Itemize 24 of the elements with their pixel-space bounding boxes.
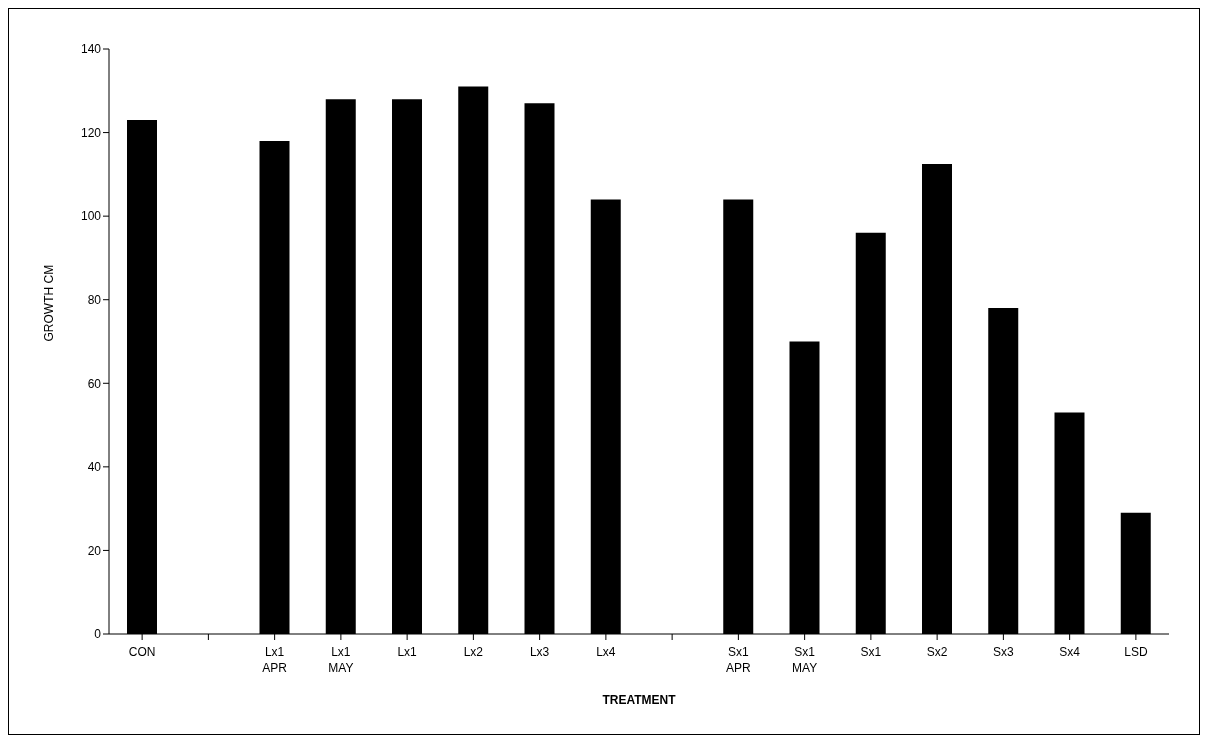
x-tick-label: Lx3 [529,645,550,659]
x-tick-label: Sx1 [860,645,882,659]
x-tick-label: Lx1 [397,645,418,659]
x-tick-label: Sx1 MAY [792,645,818,675]
y-tick-label: 100 [80,209,102,224]
y-tick-label: 0 [94,627,102,642]
x-tick-label: Lx1 APR [262,645,288,675]
y-tick-label: 40 [87,460,102,475]
y-tick-label: 20 [87,543,102,558]
x-tick-label: Lx2 [463,645,484,659]
x-tick-label: Sx3 [993,645,1015,659]
y-tick-label: 60 [87,376,102,391]
x-tick-label: Lx1 MAY [328,645,354,675]
x-tick-label: CON [128,645,156,659]
x-tick-label: Lx4 [596,645,616,659]
x-axis-title: TREATMENT [602,693,677,707]
x-tick-label: Sx1 APR [726,645,752,675]
y-axis-title: GROWTH CM [42,264,57,342]
x-tick-label: LSD [1124,645,1148,659]
y-tick-label: 80 [87,292,102,307]
y-tick-label: 140 [80,42,102,57]
x-tick-label: Sx4 [1059,645,1081,659]
x-tick-label: Sx2 [926,645,948,659]
y-tick-label: 120 [80,125,102,140]
